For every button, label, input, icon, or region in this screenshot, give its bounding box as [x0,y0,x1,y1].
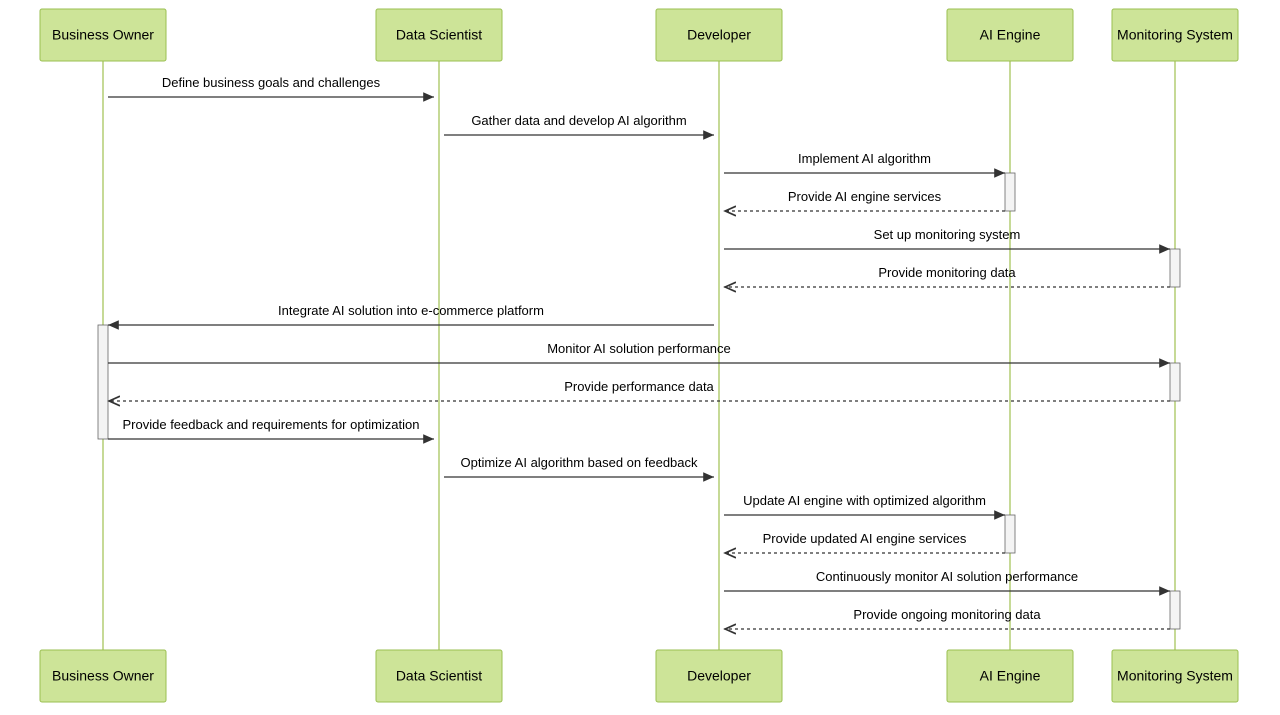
message-label: Monitor AI solution performance [547,341,731,356]
message-label: Implement AI algorithm [798,151,931,166]
actor-label-mon: Monitoring System [1117,668,1233,684]
message-label: Provide monitoring data [878,265,1016,280]
message-label: Provide updated AI engine services [763,531,967,546]
activation-bar [1005,515,1015,553]
activation-bar [1170,249,1180,287]
message-label: Provide AI engine services [788,189,942,204]
message-label: Provide performance data [564,379,714,394]
activation-bar [1005,173,1015,211]
message-label: Set up monitoring system [874,227,1021,242]
message-label: Gather data and develop AI algorithm [471,113,686,128]
activation-bar [1170,363,1180,401]
actor-label-ai: AI Engine [980,27,1041,43]
activation-bar [98,325,108,439]
activation-bar [1170,591,1180,629]
actor-label-ds: Data Scientist [396,27,482,43]
actor-label-ds: Data Scientist [396,668,482,684]
message-label: Update AI engine with optimized algorith… [743,493,986,508]
message-label: Integrate AI solution into e-commerce pl… [278,303,544,318]
actor-label-bo: Business Owner [52,668,154,684]
message-label: Continuously monitor AI solution perform… [816,569,1078,584]
message-label: Provide ongoing monitoring data [853,607,1041,622]
actor-label-dev: Developer [687,27,751,43]
actor-label-bo: Business Owner [52,27,154,43]
message-label: Provide feedback and requirements for op… [123,417,420,432]
message-label: Define business goals and challenges [162,75,381,90]
sequence-diagram: Define business goals and challenges Gath… [0,0,1280,715]
message-label: Optimize AI algorithm based on feedback [460,455,698,470]
actor-label-dev: Developer [687,668,751,684]
actor-label-mon: Monitoring System [1117,27,1233,43]
actor-label-ai: AI Engine [980,668,1041,684]
